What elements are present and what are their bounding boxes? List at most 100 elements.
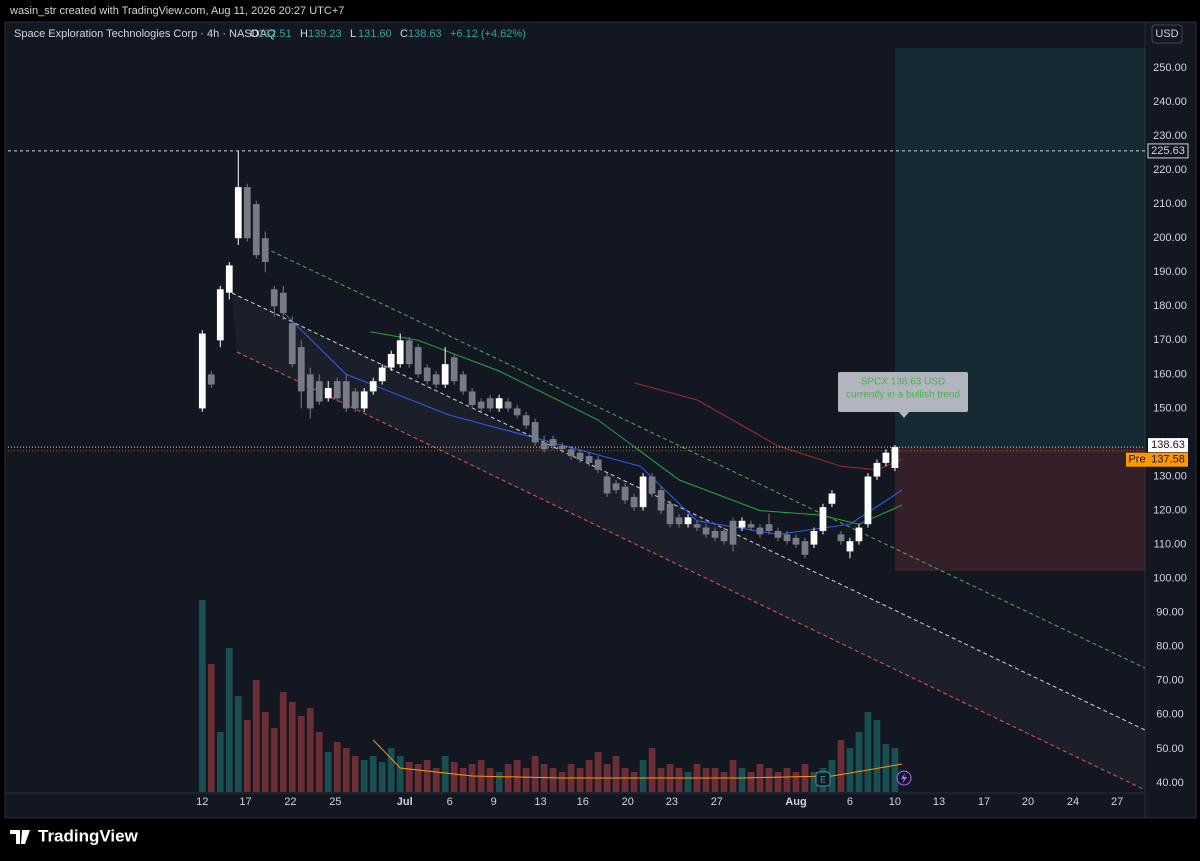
volume-bar — [531, 756, 539, 792]
volume-bar — [558, 772, 566, 792]
candle-body — [720, 530, 728, 542]
candle-body — [675, 517, 683, 525]
volume-ma — [372, 739, 903, 779]
candle-body — [549, 439, 557, 446]
candle-body — [603, 476, 611, 494]
y-tick-label: 50.00 — [1156, 743, 1184, 755]
candle-body — [693, 524, 701, 528]
ohlc-label: O — [250, 28, 259, 40]
volume-bar — [576, 768, 584, 792]
x-tick-label: Jul — [397, 796, 413, 808]
volume-bar — [495, 772, 503, 792]
volume-bar — [450, 762, 458, 792]
volume-bar — [279, 692, 287, 792]
candle-body — [882, 452, 890, 463]
volume-bar — [639, 760, 647, 792]
high-label-box — [1147, 143, 1189, 159]
y-tick-label: 170.00 — [1153, 334, 1187, 346]
volume-bar — [243, 720, 251, 792]
candle-body — [207, 374, 215, 385]
volume-bar — [855, 732, 863, 792]
candle-body — [243, 187, 251, 239]
volume-bar — [873, 720, 881, 792]
candle-body — [396, 340, 404, 365]
volume-bar — [792, 772, 800, 792]
candle-body — [270, 289, 278, 307]
candle-body — [540, 442, 548, 450]
volume-bar — [675, 768, 683, 792]
volume-bar — [585, 760, 593, 792]
volume-bar — [324, 752, 332, 792]
candle-body — [324, 387, 332, 399]
volume-bar — [882, 744, 890, 792]
volume-bar — [342, 748, 350, 792]
candle-body — [828, 493, 836, 504]
volume-bar — [369, 756, 377, 792]
candle-body — [225, 265, 233, 293]
y-tick-label: 40.00 — [1156, 777, 1184, 789]
x-tick-label: 16 — [577, 796, 589, 808]
y-tick-label: 160.00 — [1153, 368, 1187, 380]
candle-body — [864, 476, 872, 525]
ohlc-label: L — [350, 28, 356, 40]
volume-bar — [441, 756, 449, 792]
x-tick-label: 9 — [491, 796, 497, 808]
candle-body — [558, 445, 566, 450]
y-tick-label: 220.00 — [1153, 164, 1187, 176]
candle-body — [783, 534, 791, 542]
candle-body — [684, 517, 692, 525]
x-tick-label: 13 — [933, 796, 945, 808]
volume-bar — [432, 768, 440, 792]
currency-button[interactable] — [1151, 24, 1183, 44]
x-tick-label: 25 — [329, 796, 341, 808]
earnings-icon[interactable] — [815, 771, 831, 787]
candle-body — [891, 447, 899, 468]
volume-bar — [468, 764, 476, 792]
annotation-line: currently in a bullish trend — [846, 390, 960, 401]
candle-body — [423, 367, 431, 382]
candle-body — [576, 452, 584, 460]
y-tick-label: 190.00 — [1153, 266, 1187, 278]
candle-body — [621, 486, 629, 501]
long-position-stop — [895, 448, 1145, 571]
x-tick-label: 10 — [889, 796, 901, 808]
y-tick-label: 150.00 — [1153, 402, 1187, 414]
y-tick-label: 120.00 — [1153, 504, 1187, 516]
candle-body — [306, 374, 314, 409]
x-tick-label: Aug — [785, 796, 806, 808]
x-tick-label: 6 — [847, 796, 853, 808]
candle-body — [522, 415, 530, 426]
channel-top — [264, 247, 1146, 669]
volume-bar — [549, 768, 557, 792]
candle-body — [279, 292, 287, 314]
candle-body — [441, 364, 449, 385]
volume-bar — [594, 752, 602, 792]
volume-bar — [225, 648, 233, 792]
ohlc-label: H — [300, 28, 308, 40]
channel-bottom — [236, 351, 1146, 791]
change: +6.12 (+4.62%) — [450, 28, 526, 40]
candle-body — [405, 340, 413, 365]
volume-bar — [378, 762, 386, 792]
candle-body — [819, 507, 827, 531]
candle-body — [252, 204, 260, 256]
volume-bar — [459, 768, 467, 792]
top-bar-text: wasin_str created with TradingView.com, … — [9, 5, 344, 17]
volume-bar — [414, 764, 422, 792]
candle-body — [297, 347, 305, 392]
y-tick-label: 90.00 — [1156, 607, 1184, 619]
y-tick-label: 230.00 — [1153, 130, 1187, 142]
candle-body — [432, 374, 440, 385]
high-label-text: 225.63 — [1151, 145, 1185, 157]
candle-body — [612, 483, 620, 491]
tradingview-logo — [10, 830, 30, 844]
y-tick-label: 60.00 — [1156, 709, 1184, 721]
volume-bar — [837, 740, 845, 792]
candle-body — [513, 408, 521, 416]
y-tick-label: 70.00 — [1156, 675, 1184, 687]
y-tick-label: 240.00 — [1153, 96, 1187, 108]
volume-bar — [396, 756, 404, 792]
candle-body — [450, 357, 458, 382]
volume-bar — [423, 760, 431, 792]
